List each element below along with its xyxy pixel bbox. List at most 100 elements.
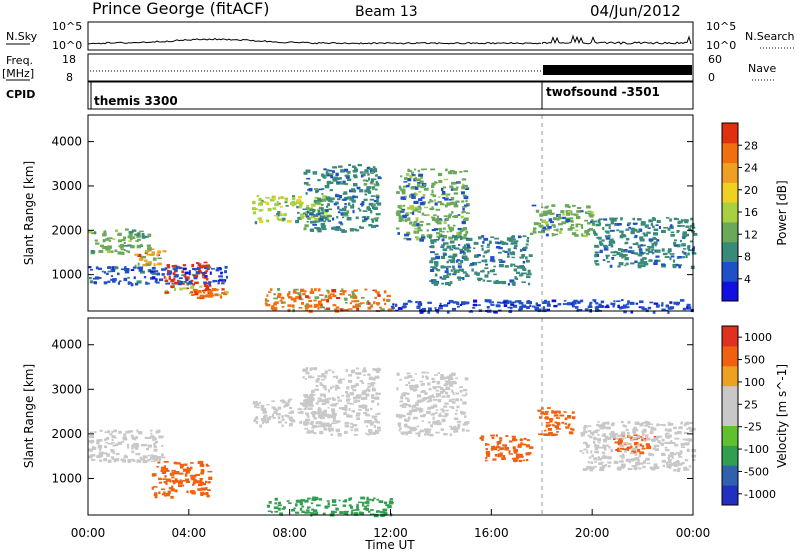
scatter-cell-11 (630, 231, 635, 235)
scatter-cell-4 (220, 271, 223, 275)
scatter-cell-5 (254, 221, 258, 225)
scatter-cell-3 (361, 391, 367, 396)
scatter-cell-12 (577, 309, 583, 312)
scatter-cell-11 (635, 242, 639, 246)
scatter-cell-11 (664, 256, 670, 258)
scatter-cell-4 (365, 507, 369, 511)
scatter-cell-9 (434, 239, 437, 243)
scatter-cell-6 (343, 198, 347, 201)
scatter-cell-5 (326, 217, 330, 220)
scatter-cell-9 (604, 464, 608, 467)
scatter-cell-5 (408, 411, 412, 416)
scatter-cell-0 (129, 237, 133, 241)
scatter-cell-9 (526, 276, 531, 279)
scatter-cell-8 (462, 206, 467, 208)
scatter-cell-0 (103, 438, 107, 441)
scatter-cell-4 (370, 499, 375, 501)
scatter-cell-9 (631, 465, 636, 467)
scatter-cell-9 (624, 425, 628, 428)
scatter-cell-3 (377, 392, 381, 395)
scatter-cell-4 (177, 282, 182, 286)
scatter-cell-1 (157, 262, 162, 266)
scatter-cell-0 (111, 442, 115, 444)
scatter-cell-0 (107, 459, 112, 463)
scatter-cell-0 (152, 437, 155, 441)
scatter-cell-4 (218, 275, 223, 278)
scatter-cell-3 (367, 385, 371, 388)
scatter-cell-9 (456, 259, 460, 261)
scatter-cell-12 (660, 304, 664, 307)
scatter-cell-4 (185, 278, 189, 281)
scatter-cell-9 (621, 463, 626, 467)
scatter-cell-6 (352, 209, 355, 214)
scatter-cell-11 (594, 260, 597, 263)
scatter-cell-7 (277, 295, 281, 298)
scatter-cell-2 (287, 400, 291, 403)
scatter-cell-9 (525, 243, 529, 246)
scatter-cell-7 (545, 410, 549, 413)
scatter-cell-7 (280, 301, 284, 304)
scatter-cell-5 (400, 415, 406, 418)
scatter-cell-3 (355, 383, 359, 386)
scatter-cell-10 (547, 209, 552, 214)
scatter-cell-9 (674, 431, 679, 435)
scatter-cell-5 (271, 195, 276, 198)
scatter-cell-5 (421, 398, 426, 402)
scatter-cell-0 (94, 431, 97, 434)
scatter-cell-12 (623, 304, 627, 307)
scatter-cell-6 (529, 446, 534, 449)
scatter-cell-4 (204, 275, 208, 278)
scatter-cell-5 (314, 196, 319, 200)
scatter-cell-8 (413, 200, 419, 204)
scatter-cell-7 (380, 308, 385, 312)
scatter-cell-3 (360, 396, 366, 400)
scatter-cell-4 (90, 268, 94, 271)
scatter-cell-6 (359, 226, 364, 229)
scatter-cell-6 (323, 168, 327, 171)
scatter-cell-11 (652, 218, 656, 221)
scatter-cell-7 (298, 295, 302, 299)
scatter-cell-7 (547, 428, 552, 431)
scatter-cell-5 (428, 388, 432, 391)
scatter-cell-9 (583, 427, 586, 431)
scatter-cell-10 (586, 233, 591, 236)
scatter-cell-9 (510, 242, 514, 245)
scatter-cell-9 (469, 263, 475, 266)
scatter-cell-11 (672, 265, 677, 269)
scatter-cell-7 (558, 410, 561, 414)
scatter-cell-5 (427, 382, 431, 386)
scatter-cell-8 (411, 174, 415, 176)
scatter-cell-5 (414, 385, 419, 388)
scatter-cell-8 (412, 221, 418, 224)
scatter-cell-4 (307, 497, 311, 500)
scatter-cell-9 (634, 421, 640, 425)
scatter-cell-7 (369, 305, 373, 308)
scatter-cell-5 (299, 201, 305, 204)
scatter-cell-8 (436, 235, 442, 238)
scatter-cell-1 (198, 460, 204, 464)
scatter-cell-9 (681, 462, 685, 464)
scatter-cell-9 (650, 426, 654, 430)
scatter-cell-6 (348, 164, 351, 166)
scatter-cell-9 (498, 281, 503, 284)
scatter-cell-3 (370, 383, 375, 387)
scatter-cell-9 (501, 241, 504, 243)
scatter-cell-9 (637, 443, 640, 447)
scatter-cell-3 (323, 428, 328, 431)
scatter-cell-5 (407, 375, 413, 378)
scatter-cell-3 (307, 429, 310, 433)
scatter-cell-5 (434, 374, 438, 376)
scatter-cell-9 (656, 423, 660, 427)
scatter-cell-3 (336, 387, 341, 389)
scatter-cell-6 (353, 189, 357, 193)
scatter-cell-9 (593, 457, 598, 461)
scatter-cell-0 (88, 448, 94, 451)
scatter-cell-7 (308, 300, 312, 302)
scatter-cell-3 (307, 402, 313, 406)
scatter-cell-9 (528, 254, 533, 257)
scatter-cell-5 (444, 412, 449, 416)
scatter-cell-10 (538, 231, 541, 234)
scatter-cell-3 (364, 420, 370, 424)
scatter-cell-12 (626, 303, 629, 306)
scatter-cell-4 (356, 503, 359, 508)
